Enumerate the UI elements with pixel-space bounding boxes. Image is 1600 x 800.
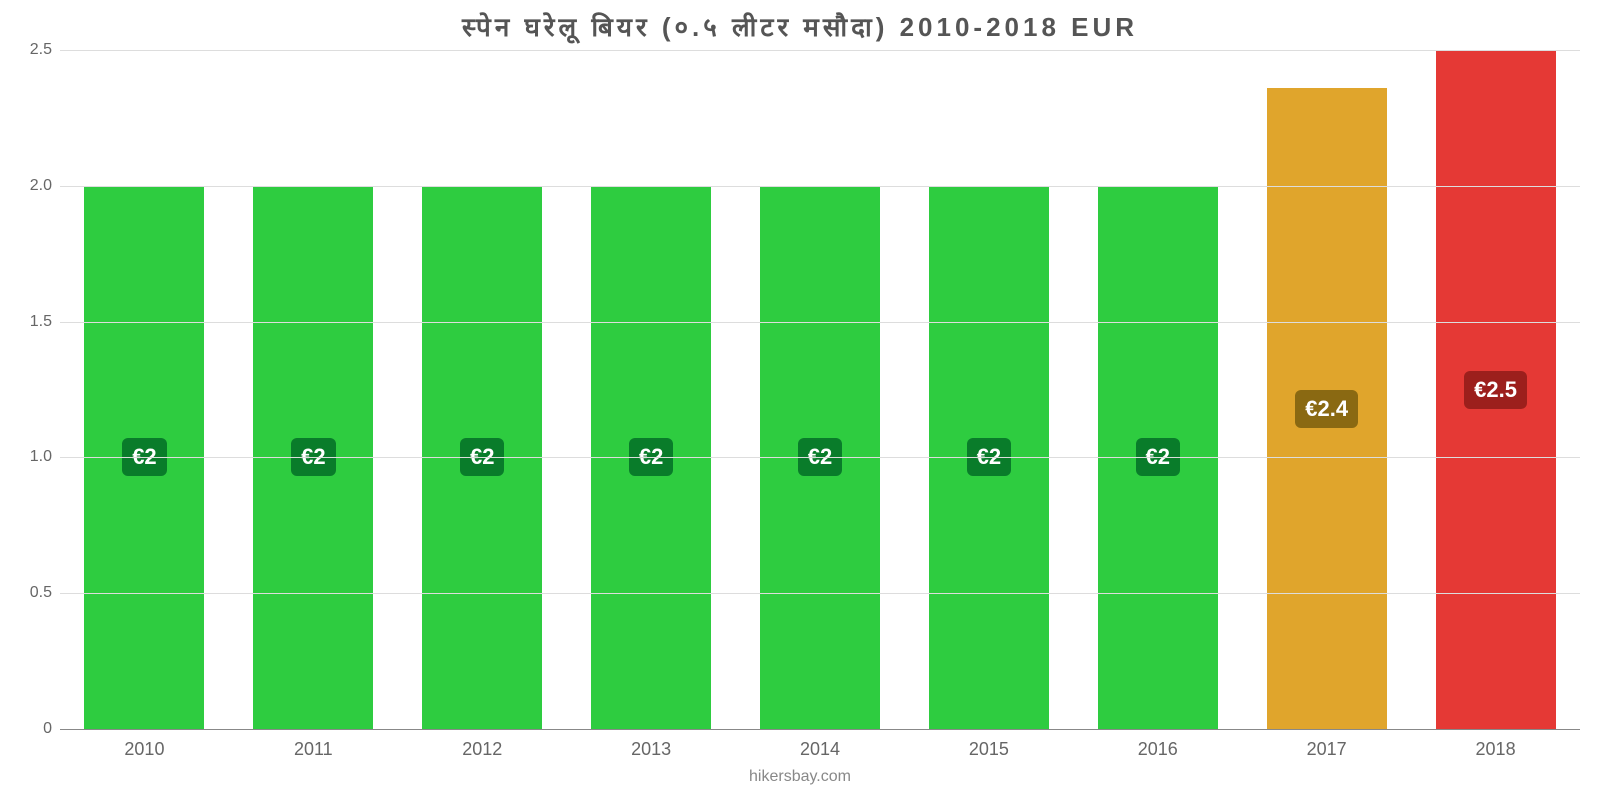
plot-region: €22010€22011€22012€22013€22014€22015€220… <box>60 50 1580 730</box>
chart-container: स्पेन घरेलू बियर (०.५ लीटर मसौदा) 2010-2… <box>0 0 1600 800</box>
y-tick-label: 2.0 <box>30 177 60 195</box>
x-tick-label: 2014 <box>800 729 840 760</box>
y-tick-label: 2.5 <box>30 41 60 59</box>
bar-slot: €2.42017 <box>1242 50 1411 729</box>
bar-value-label: €2.5 <box>1464 371 1527 409</box>
chart-footer: hikersbay.com <box>0 768 1600 786</box>
x-tick-label: 2017 <box>1307 729 1347 760</box>
y-tick-label: 1.0 <box>30 448 60 466</box>
bar-slot: €22016 <box>1073 50 1242 729</box>
gridline <box>60 186 1580 187</box>
bars-group: €22010€22011€22012€22013€22014€22015€220… <box>60 50 1580 729</box>
chart-title: स्पेन घरेलू बियर (०.५ लीटर मसौदा) 2010-2… <box>0 0 1600 44</box>
x-tick-label: 2010 <box>124 729 164 760</box>
gridline <box>60 457 1580 458</box>
x-tick-label: 2013 <box>631 729 671 760</box>
bar-slot: €22013 <box>567 50 736 729</box>
bar-value-label: €2.4 <box>1295 390 1358 428</box>
bar-slot: €22015 <box>904 50 1073 729</box>
y-tick-label: 0 <box>43 720 60 738</box>
x-tick-label: 2016 <box>1138 729 1178 760</box>
x-tick-label: 2018 <box>1476 729 1516 760</box>
bar-slot: €22012 <box>398 50 567 729</box>
bar-slot: €22014 <box>736 50 905 729</box>
plot-area: €22010€22011€22012€22013€22014€22015€220… <box>60 50 1580 730</box>
x-tick-label: 2015 <box>969 729 1009 760</box>
gridline <box>60 322 1580 323</box>
x-tick-label: 2011 <box>294 729 333 760</box>
gridline <box>60 593 1580 594</box>
y-tick-label: 0.5 <box>30 584 60 602</box>
bar-slot: €2.52018 <box>1411 50 1580 729</box>
bar-slot: €22011 <box>229 50 398 729</box>
y-tick-label: 1.5 <box>30 313 60 331</box>
bar-slot: €22010 <box>60 50 229 729</box>
bar: €2.5 <box>1436 50 1556 729</box>
x-tick-label: 2012 <box>462 729 502 760</box>
gridline <box>60 50 1580 51</box>
bar: €2.4 <box>1267 88 1387 729</box>
